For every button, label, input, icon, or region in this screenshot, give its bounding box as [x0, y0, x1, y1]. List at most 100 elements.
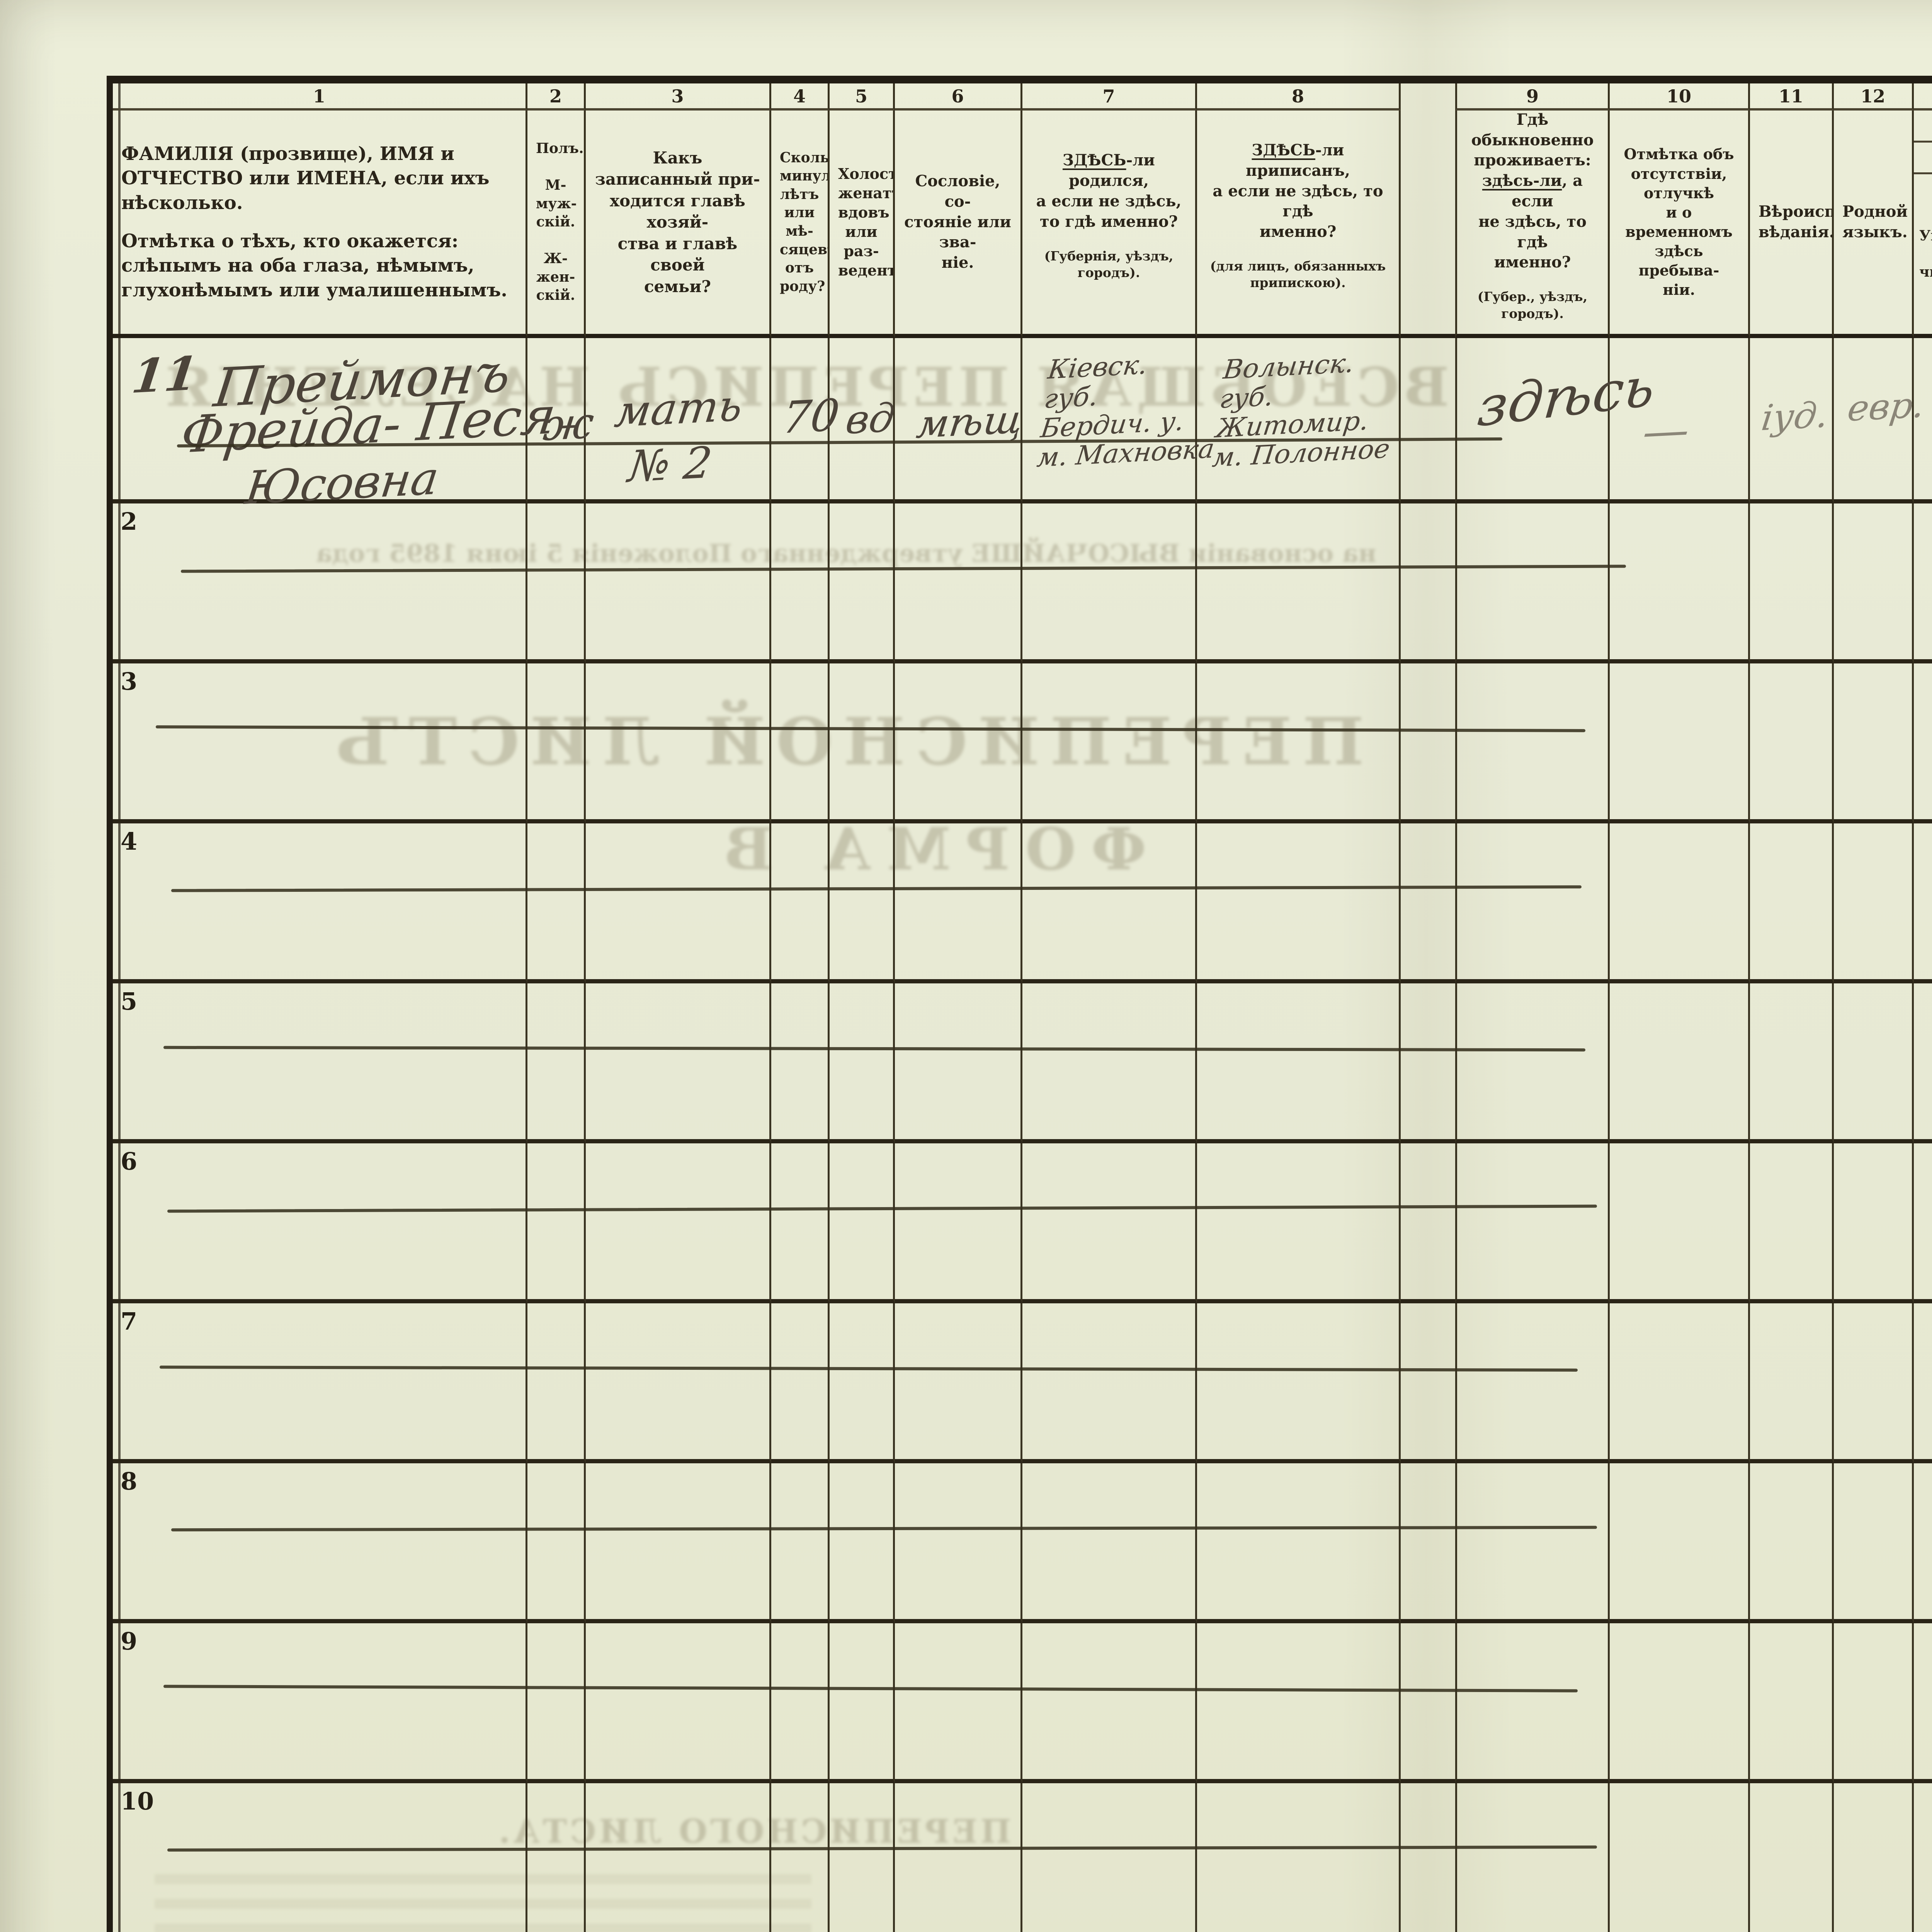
body-cell: 5: [113, 983, 527, 1143]
body-cell: [1401, 1303, 1455, 1463]
body-cell: [830, 1303, 895, 1463]
body-cell: [1022, 1783, 1197, 1932]
body-cell: [1022, 1463, 1197, 1623]
col2-number: 2: [527, 83, 586, 111]
body-cell: [1455, 1783, 1610, 1932]
body-cell: [586, 1303, 771, 1463]
body-cell: 7: [113, 1303, 527, 1463]
body-cell: [1022, 663, 1197, 823]
body-cell: [1834, 1143, 1914, 1303]
row-number: 4: [121, 827, 138, 855]
body-cell: [771, 983, 830, 1143]
header-birthplace-note: (Губернія, уѣздъ, городъ).: [1044, 248, 1173, 281]
body-cell: [895, 823, 1022, 983]
body-cell: [527, 1463, 586, 1623]
body-cell: [895, 1623, 1022, 1783]
row-number: 6: [121, 1147, 138, 1175]
body-cell: [830, 983, 895, 1143]
body-cell: [1750, 1143, 1834, 1303]
body-cell: [1197, 1303, 1401, 1463]
col12-number: 12: [1834, 83, 1914, 111]
body-cell: [1750, 503, 1834, 663]
body-cell: [527, 1143, 586, 1303]
body-cell: [1834, 1303, 1914, 1463]
header-residence-pre: Гдѣ обыкновенно проживаетъ:: [1471, 111, 1594, 170]
row-number: 3: [121, 667, 138, 696]
body-cell: [895, 1783, 1022, 1932]
body-cell: [1834, 1623, 1914, 1783]
body-cell: [1610, 503, 1750, 663]
body-cell: [586, 983, 771, 1143]
body-cell: [1197, 663, 1401, 823]
body-cell: [1750, 1463, 1834, 1623]
body-cell: [586, 1783, 771, 1932]
header-residence-rest: , а если не здѣсь, то гдѣ именно?: [1478, 172, 1587, 272]
body-cell: [586, 1463, 771, 1623]
body-cell: [1750, 1303, 1834, 1463]
body-cell: [1197, 338, 1401, 503]
col10-number: 10: [1610, 83, 1750, 111]
body-cell: [1914, 1463, 1932, 1623]
body-cell: [1455, 1463, 1610, 1623]
body-cell: [1455, 1143, 1610, 1303]
row-number: 2: [121, 507, 138, 536]
header-literacy-column: Грамотность. а. б. Умѣетъ- ли читать? гд…: [1914, 111, 1932, 338]
body-cell: [1401, 1143, 1455, 1303]
body-cell: [830, 503, 895, 663]
body-cell: [895, 663, 1022, 823]
body-cell: [771, 663, 830, 823]
header-sex-column: Полъ. М-муж- скій. Ж-жен- скій.: [527, 111, 586, 338]
body-cell: [1610, 338, 1750, 503]
body-cell: [586, 1143, 771, 1303]
body-cell: [1455, 503, 1610, 663]
body-cell: 9: [113, 1623, 527, 1783]
body-cell: 10: [113, 1783, 527, 1932]
header-religion-column: Вѣроиспо- вѣданія.: [1750, 111, 1834, 338]
body-cell: [527, 1303, 586, 1463]
col4-number: 4: [771, 83, 830, 111]
body-cell: [1610, 1623, 1750, 1783]
body-cell: [1834, 1783, 1914, 1932]
header-literacy-sub-a: а.: [1914, 143, 1932, 172]
census-table-grid: 1 2 3 4 5 6 7 8 9 10 11 12 13 14 ФАМИЛІЯ…: [113, 83, 1932, 1932]
body-cell: [771, 503, 830, 663]
header-name-column: ФАМИЛІЯ (прозвище), ИМЯ и ОТЧЕСТВО или И…: [113, 111, 527, 338]
body-cell: [527, 983, 586, 1143]
body-cell: [1914, 663, 1932, 823]
body-cell: [1197, 983, 1401, 1143]
body-cell: [1022, 983, 1197, 1143]
body-cell: [586, 823, 771, 983]
body-cell: [830, 1783, 895, 1932]
body-cell: [1455, 663, 1610, 823]
body-cell: [1914, 983, 1932, 1143]
header-birthplace-rest: -ли родился, а если не здѣсь, то гдѣ име…: [1036, 151, 1182, 231]
body-cell: [1834, 338, 1914, 503]
row-number: 8: [121, 1467, 138, 1495]
header-absence-column: Отмѣтка объ отсутствіи, отлучкѣ и о врем…: [1610, 111, 1750, 338]
header-relation-column: Какъ записанный при- ходится главѣ хозяй…: [586, 111, 771, 338]
body-cell: [1022, 338, 1197, 503]
header-birthplace-column: ЗДѢСЬ-ли родился, а если не здѣсь, то гд…: [1022, 111, 1197, 338]
body-cell: 4: [113, 823, 527, 983]
body-cell: [1914, 338, 1932, 503]
body-cell: [1401, 338, 1455, 503]
row-number: 7: [121, 1307, 138, 1335]
body-cell: [1750, 983, 1834, 1143]
header-literacy-reads: Умѣетъ- ли читать?: [1914, 174, 1932, 334]
body-cell: [1610, 1783, 1750, 1932]
body-cell: [527, 1623, 586, 1783]
body-cell: [1401, 823, 1455, 983]
body-cell: [1197, 1623, 1401, 1783]
body-cell: 8: [113, 1463, 527, 1623]
col9-number: 9: [1455, 83, 1610, 111]
body-cell: [527, 503, 586, 663]
col8-number: 8: [1197, 83, 1401, 111]
body-cell: [113, 338, 527, 503]
body-cell: [1610, 663, 1750, 823]
header-registration-note: (для лицъ, обязанныхъ припискою).: [1210, 258, 1386, 291]
body-cell: [1750, 1623, 1834, 1783]
body-cell: [771, 1303, 830, 1463]
body-cell: [1914, 823, 1932, 983]
body-cell: [1022, 503, 1197, 663]
